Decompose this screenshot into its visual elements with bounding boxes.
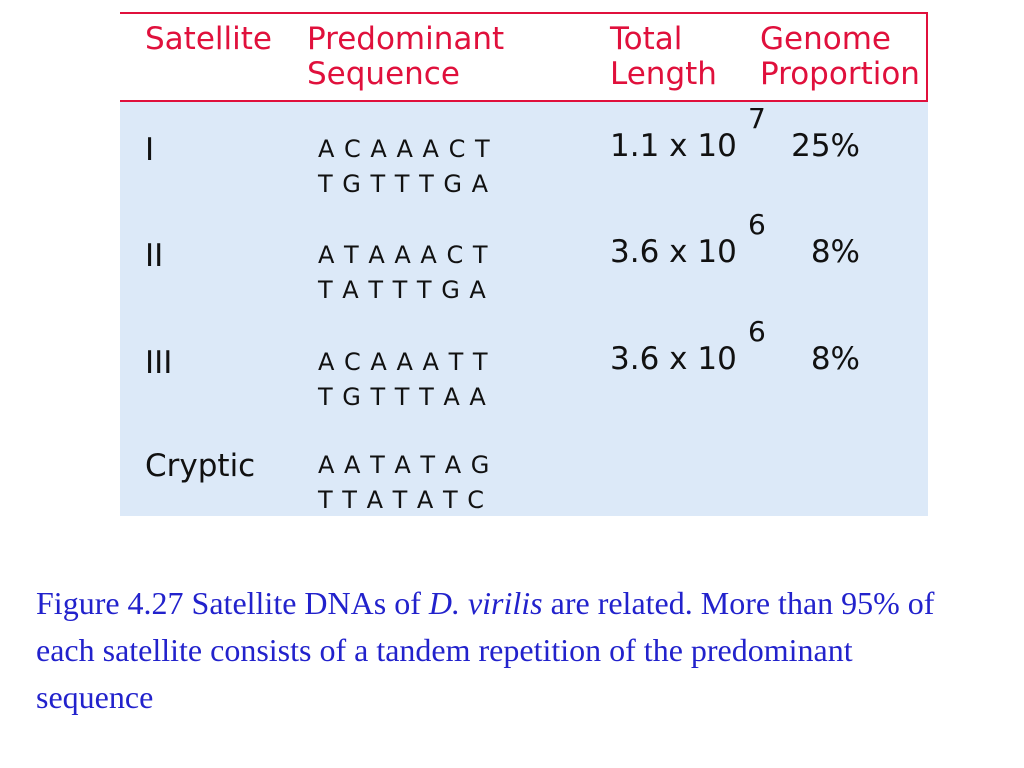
satellite-name: Cryptic [145,448,256,484]
sequence-line: T G T T T G A [318,170,490,198]
satellite-name: II [145,238,164,274]
sequence-line: T T A T A T C [318,486,486,514]
sequence-line: A C A A A T T [318,348,489,376]
sequence-line: A A T A T A G [318,451,491,479]
caption-text: Figure 4.27 Satellite DNAs of [36,585,429,621]
genome-proportion: 8% [810,234,860,270]
total-length: 3.6 x 10 [610,234,737,270]
header-cell: Satellite [145,21,272,57]
species-name: D. virilis [428,585,543,621]
genome-proportion: 8% [810,341,860,377]
exponent: 6 [748,208,766,241]
sequence-line: T A T T T G A [318,276,487,304]
table-body: I A C A A A C T T G T T T G A 1.1 x 10 7 25% I… [120,102,928,516]
total-length: 1.1 x 10 [610,128,737,164]
header-cell: Genome [760,21,891,57]
satellite-name: I [145,132,155,168]
header-cell: Predominant [307,21,505,57]
caption-text: are related. More than 95% of each satel… [36,585,935,715]
sequence-line: A C A A A C T [318,135,491,163]
sequence-line: T G T T T A A [318,383,487,411]
header-cell: Proportion [760,56,920,92]
satellite-name: III [145,345,173,381]
sequence-line: A T A A A C T [318,241,489,269]
total-length: 3.6 x 10 [610,341,737,377]
exponent: 7 [748,102,766,135]
caption: Figure 4.27 Satellite DNAs of D. virilis… [36,580,976,721]
table-header: Satellite Predominant Sequence Total Length G… [120,12,928,102]
header-cell: Sequence [307,56,460,92]
header-cell: Total [610,21,683,57]
header-cell: Length [610,56,717,92]
genome-proportion: 25% [791,128,860,164]
exponent: 6 [748,315,766,348]
